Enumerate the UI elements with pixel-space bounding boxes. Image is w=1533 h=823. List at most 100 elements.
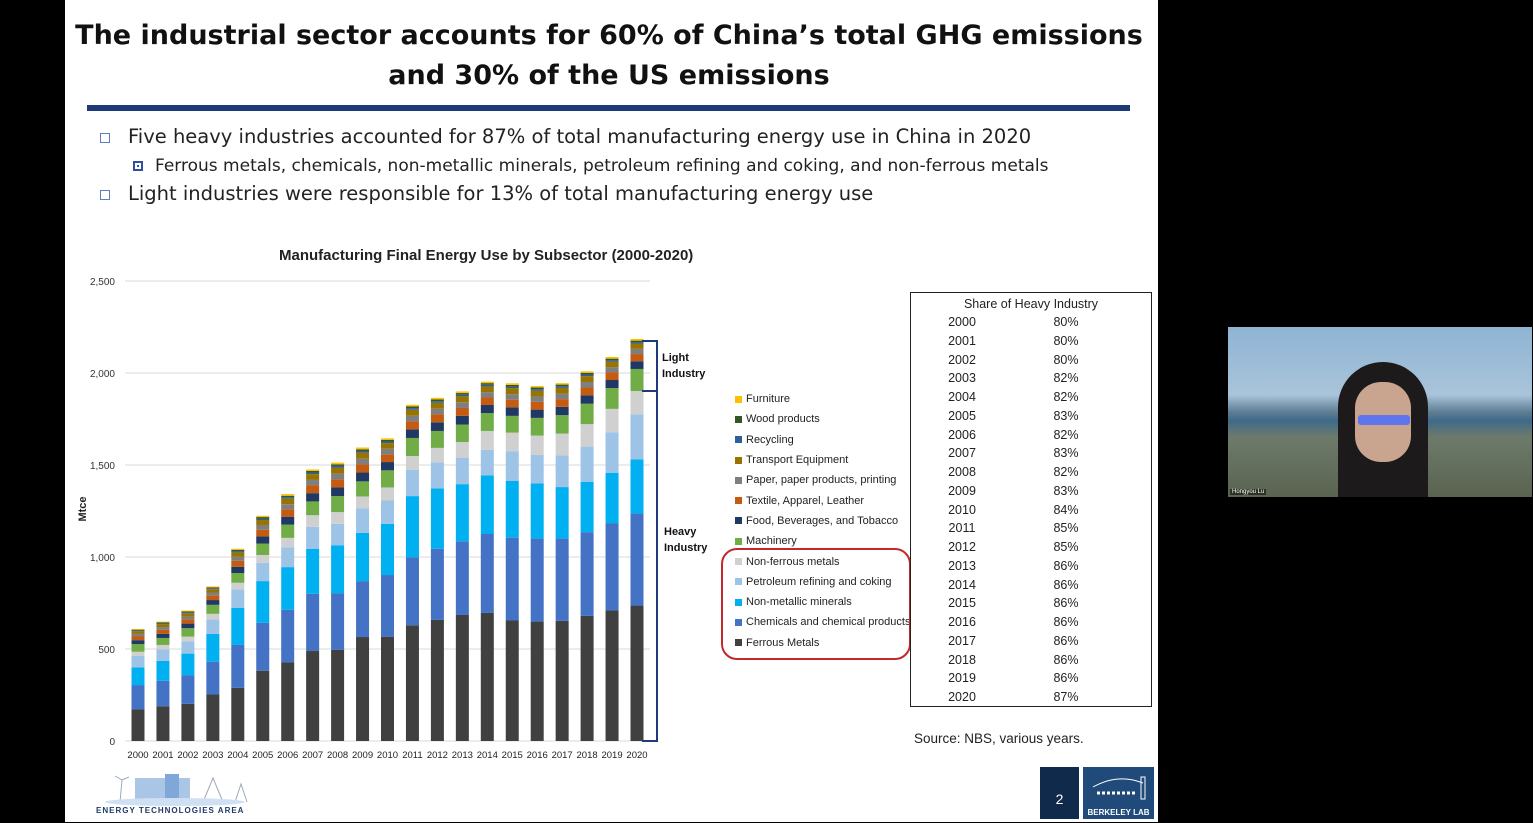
bar-segment-non-metallic-minerals-2017 bbox=[555, 487, 569, 539]
bar-segment-food-beverages-and-tobacco-2008 bbox=[331, 487, 345, 497]
slide-title: The industrial sector accounts for 60% o… bbox=[65, 16, 1153, 96]
bar-segment-food-beverages-and-tobacco-2014 bbox=[480, 405, 494, 414]
share-cell: 82% bbox=[1053, 427, 1079, 442]
bar-segment-food-beverages-and-tobacco-2011 bbox=[405, 429, 419, 438]
bar-segment-furniture-2018 bbox=[580, 371, 594, 373]
x-tick-label: 2000 bbox=[127, 750, 148, 761]
bar-segment-ferrous-metals-2009 bbox=[356, 637, 370, 741]
x-tick-label: 2013 bbox=[452, 750, 473, 761]
bar-segment-recycling-2019 bbox=[605, 360, 619, 362]
legend-item: Ferrous Metals bbox=[735, 633, 910, 653]
bar-segment-non-ferrous-metals-2013 bbox=[455, 442, 469, 458]
bar-segment-food-beverages-and-tobacco-2007 bbox=[306, 493, 320, 502]
webcam-video-tile[interactable]: Hongyou Lu bbox=[1228, 327, 1532, 497]
bar-segment-paper-paper-products-printing-2016 bbox=[530, 396, 544, 402]
bar-segment-food-beverages-and-tobacco-2012 bbox=[430, 422, 444, 431]
bar-segment-non-metallic-minerals-2018 bbox=[580, 481, 594, 533]
x-tick-label: 2001 bbox=[152, 750, 173, 761]
bar-segment-wood-products-2018 bbox=[580, 372, 594, 375]
x-tick-label: 2020 bbox=[626, 750, 647, 761]
y-tick-label: 0 bbox=[109, 737, 115, 748]
bar-segment-wood-products-2007 bbox=[306, 470, 320, 473]
bar-segment-paper-paper-products-printing-2010 bbox=[381, 448, 394, 455]
bar-segment-food-beverages-and-tobacco-2017 bbox=[555, 406, 569, 416]
bar-segment-non-ferrous-metals-2003 bbox=[206, 613, 220, 620]
bar-segment-furniture-2019 bbox=[605, 356, 619, 359]
x-tick-label: 2018 bbox=[577, 750, 598, 761]
share-cell: 85% bbox=[1053, 540, 1079, 554]
bar-segment-wood-products-2011 bbox=[405, 406, 419, 409]
bar-segment-non-metallic-minerals-2014 bbox=[480, 475, 494, 534]
chart-title: Manufacturing Final Energy Use by Subsec… bbox=[279, 247, 694, 264]
bar-segment-furniture-2011 bbox=[405, 404, 419, 407]
bar-segment-paper-paper-products-printing-2000 bbox=[131, 633, 145, 637]
bar-segment-wood-products-2014 bbox=[480, 383, 494, 385]
bar-segment-paper-paper-products-printing-2012 bbox=[430, 408, 444, 415]
bar-segment-non-ferrous-metals-2020 bbox=[630, 391, 644, 415]
legend-item: Non-ferrous metals bbox=[735, 551, 910, 571]
bar-segment-furniture-2004 bbox=[231, 548, 245, 550]
bar-segment-non-metallic-minerals-2004 bbox=[231, 607, 245, 645]
bar-segment-wood-products-2005 bbox=[256, 517, 270, 519]
bar-segment-food-beverages-and-tobacco-2003 bbox=[206, 600, 220, 605]
bar-segment-textile-apparel-leather-2004 bbox=[231, 560, 245, 567]
bar-segment-textile-apparel-leather-2011 bbox=[405, 421, 419, 430]
source-note: Source: NBS, various years. bbox=[914, 731, 1084, 746]
bar-segment-transport-equipment-2005 bbox=[256, 520, 270, 525]
legend-swatch bbox=[735, 395, 742, 403]
bar-segment-chemicals-and-chemical-products-2008 bbox=[331, 593, 345, 650]
bar-segment-non-metallic-minerals-2011 bbox=[405, 496, 419, 558]
year-cell: 2006 bbox=[948, 427, 976, 442]
bar-segment-furniture-2005 bbox=[256, 515, 270, 518]
bar-segment-non-ferrous-metals-2017 bbox=[555, 433, 569, 456]
bar-segment-recycling-2010 bbox=[381, 441, 394, 444]
legend-item: Food, Beverages, and Tobacco bbox=[735, 511, 910, 531]
bar-segment-textile-apparel-leather-2012 bbox=[430, 414, 444, 423]
bar-segment-wood-products-2015 bbox=[505, 384, 519, 387]
bar-segment-transport-equipment-2016 bbox=[530, 390, 544, 397]
bar-segment-petroleum-refining-and-coking-2017 bbox=[555, 455, 569, 488]
bar-segment-recycling-2018 bbox=[580, 374, 594, 377]
x-tick-label: 2008 bbox=[327, 750, 348, 761]
x-tick-label: 2003 bbox=[202, 750, 223, 761]
bar-segment-non-metallic-minerals-2002 bbox=[181, 653, 195, 676]
bar-segment-ferrous-metals-2013 bbox=[455, 614, 469, 741]
year-cell: 2016 bbox=[948, 615, 976, 629]
bar-segment-non-metallic-minerals-2001 bbox=[156, 660, 170, 681]
year-cell: 2004 bbox=[948, 390, 976, 404]
bar-segment-chemicals-and-chemical-products-2010 bbox=[381, 575, 394, 637]
bar-segment-paper-paper-products-printing-2007 bbox=[306, 479, 320, 486]
bar-segment-ferrous-metals-2006 bbox=[281, 662, 295, 741]
bullet-1: Five heavy industries accounted for 87% … bbox=[100, 125, 1031, 148]
bar-segment-paper-paper-products-printing-2006 bbox=[281, 504, 295, 510]
bar-segment-ferrous-metals-2005 bbox=[256, 670, 270, 741]
heavy-industry-label: Heavy Industry bbox=[664, 526, 708, 554]
bar-segment-ferrous-metals-2002 bbox=[181, 703, 195, 741]
bar-segment-transport-equipment-2002 bbox=[181, 613, 195, 617]
bar-segment-non-ferrous-metals-2018 bbox=[580, 424, 594, 447]
bar-segment-machinery-2006 bbox=[281, 524, 295, 538]
bar-segment-chemicals-and-chemical-products-2006 bbox=[281, 609, 295, 663]
bar-segment-textile-apparel-leather-2020 bbox=[630, 354, 644, 362]
title-line-2: and 30% of the US emissions bbox=[388, 60, 830, 91]
bar-segment-paper-paper-products-printing-2015 bbox=[505, 394, 519, 400]
share-cell: 82% bbox=[1053, 465, 1079, 479]
bar-segment-non-ferrous-metals-2011 bbox=[405, 455, 419, 470]
bar-segment-non-ferrous-metals-2016 bbox=[530, 435, 544, 455]
y-tick-label: 2,500 bbox=[90, 277, 115, 288]
bullet-square-icon bbox=[100, 189, 110, 200]
bar-segment-recycling-2006 bbox=[281, 497, 295, 499]
bar-segment-transport-equipment-2011 bbox=[405, 409, 419, 416]
bar-segment-chemicals-and-chemical-products-2003 bbox=[206, 661, 220, 695]
legend-item: Furniture bbox=[735, 389, 910, 409]
chart-legend: Furniture Wood products Recycling Transport… bbox=[735, 389, 910, 653]
bar-segment-textile-apparel-leather-2016 bbox=[530, 401, 544, 410]
x-tick-label: 2002 bbox=[177, 750, 198, 761]
bar-segment-furniture-2012 bbox=[430, 397, 444, 400]
legend-label: Transport Equipment bbox=[746, 454, 849, 467]
bar-segment-recycling-2000 bbox=[131, 630, 145, 632]
bullet-text: Light industries were responsible for 13… bbox=[128, 182, 874, 205]
heavy-industry-share-table: Share of Heavy Industry 2000 80% 2001 80% 20… bbox=[910, 292, 1152, 707]
stacked-bar-chart: 0 500 1,000 1,500 2,000 2,500 2000 2001 2002 2003… bbox=[77, 277, 658, 761]
x-tick-label: 2019 bbox=[601, 750, 622, 761]
